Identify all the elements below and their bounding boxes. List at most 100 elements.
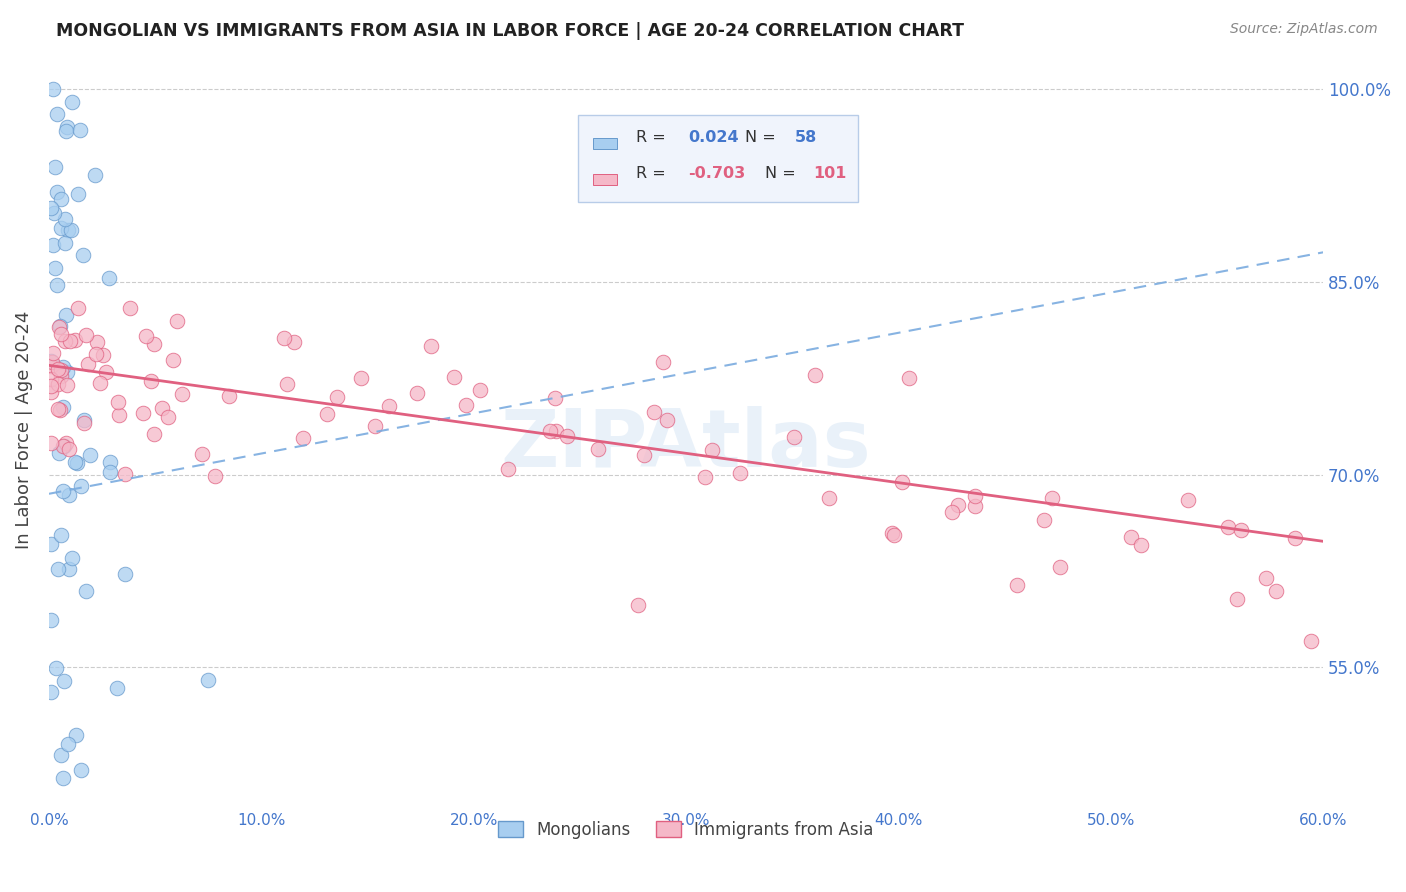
Point bbox=[118, 301, 141, 315]
Point bbox=[60, 550, 83, 565]
Point bbox=[132, 406, 155, 420]
Point bbox=[1284, 531, 1306, 545]
Text: R =: R = bbox=[637, 130, 671, 145]
Point bbox=[41, 354, 63, 368]
Point bbox=[39, 359, 62, 374]
Point bbox=[55, 377, 77, 392]
Point bbox=[55, 436, 77, 450]
Point bbox=[46, 185, 69, 199]
Point bbox=[46, 376, 69, 391]
Point bbox=[66, 456, 89, 470]
Point bbox=[75, 327, 97, 342]
Bar bbox=[593, 138, 617, 149]
Point bbox=[53, 235, 76, 250]
Point bbox=[156, 410, 179, 425]
Point bbox=[443, 370, 465, 384]
Point bbox=[586, 442, 609, 457]
Point bbox=[326, 390, 349, 404]
Point bbox=[79, 448, 101, 462]
Point bbox=[59, 223, 82, 237]
Point bbox=[66, 301, 89, 315]
Point bbox=[49, 362, 72, 376]
Point bbox=[880, 525, 903, 540]
Point bbox=[49, 403, 72, 417]
Point bbox=[49, 327, 72, 342]
Point bbox=[139, 374, 162, 388]
Point bbox=[652, 354, 675, 368]
Point bbox=[53, 673, 76, 688]
Point bbox=[53, 334, 76, 348]
Point bbox=[1033, 513, 1056, 527]
Point bbox=[63, 454, 86, 468]
Point bbox=[283, 335, 305, 350]
Point bbox=[41, 201, 63, 215]
Point bbox=[46, 561, 69, 575]
Point bbox=[39, 384, 62, 399]
Point bbox=[55, 308, 77, 322]
Point bbox=[86, 334, 108, 349]
Point bbox=[42, 206, 65, 220]
Point bbox=[49, 368, 72, 383]
Point bbox=[538, 424, 561, 438]
Point bbox=[166, 313, 188, 327]
Point bbox=[1177, 493, 1199, 508]
Point bbox=[48, 320, 70, 334]
Point bbox=[162, 353, 184, 368]
Point bbox=[633, 448, 655, 462]
Point bbox=[276, 377, 298, 392]
Point bbox=[89, 376, 111, 390]
Point bbox=[1226, 591, 1249, 606]
Point bbox=[66, 187, 89, 202]
Point bbox=[53, 439, 76, 453]
Point bbox=[1049, 560, 1071, 574]
Point bbox=[46, 402, 69, 417]
Point bbox=[73, 416, 96, 430]
Point bbox=[204, 468, 226, 483]
Point bbox=[1007, 577, 1029, 591]
Point bbox=[53, 212, 76, 227]
Point bbox=[1129, 539, 1152, 553]
Point bbox=[42, 345, 65, 359]
Point bbox=[315, 407, 337, 421]
Point bbox=[46, 278, 69, 293]
Point bbox=[72, 248, 94, 262]
Point bbox=[197, 673, 219, 687]
Point bbox=[45, 106, 67, 120]
Text: N =: N = bbox=[765, 166, 801, 181]
Point bbox=[39, 537, 62, 551]
Point bbox=[98, 455, 121, 469]
Point bbox=[49, 318, 72, 333]
Point bbox=[52, 438, 75, 452]
Point bbox=[51, 192, 73, 206]
Point bbox=[70, 479, 93, 493]
Point bbox=[86, 347, 108, 361]
Point bbox=[498, 462, 520, 476]
Point bbox=[803, 368, 825, 382]
Point bbox=[39, 372, 62, 386]
Point bbox=[544, 391, 567, 405]
Point bbox=[150, 401, 173, 415]
Point bbox=[49, 220, 72, 235]
Point bbox=[41, 238, 63, 252]
Point bbox=[39, 685, 62, 699]
Point bbox=[69, 763, 91, 777]
FancyBboxPatch shape bbox=[578, 115, 858, 202]
Point bbox=[39, 354, 62, 368]
Point bbox=[695, 470, 717, 484]
Point bbox=[1040, 491, 1063, 506]
Text: -0.703: -0.703 bbox=[689, 166, 745, 181]
Point bbox=[783, 429, 806, 443]
Point bbox=[107, 408, 129, 422]
Point bbox=[218, 389, 240, 403]
Point bbox=[420, 338, 443, 352]
Point bbox=[59, 334, 82, 348]
Text: ZIPAtlas: ZIPAtlas bbox=[501, 406, 872, 483]
Text: Source: ZipAtlas.com: Source: ZipAtlas.com bbox=[1230, 22, 1378, 37]
Point bbox=[454, 398, 477, 412]
Point bbox=[98, 270, 121, 285]
Point bbox=[941, 505, 963, 519]
Point bbox=[48, 446, 70, 460]
Point bbox=[52, 484, 75, 499]
Point bbox=[273, 331, 295, 345]
Point bbox=[52, 401, 75, 415]
